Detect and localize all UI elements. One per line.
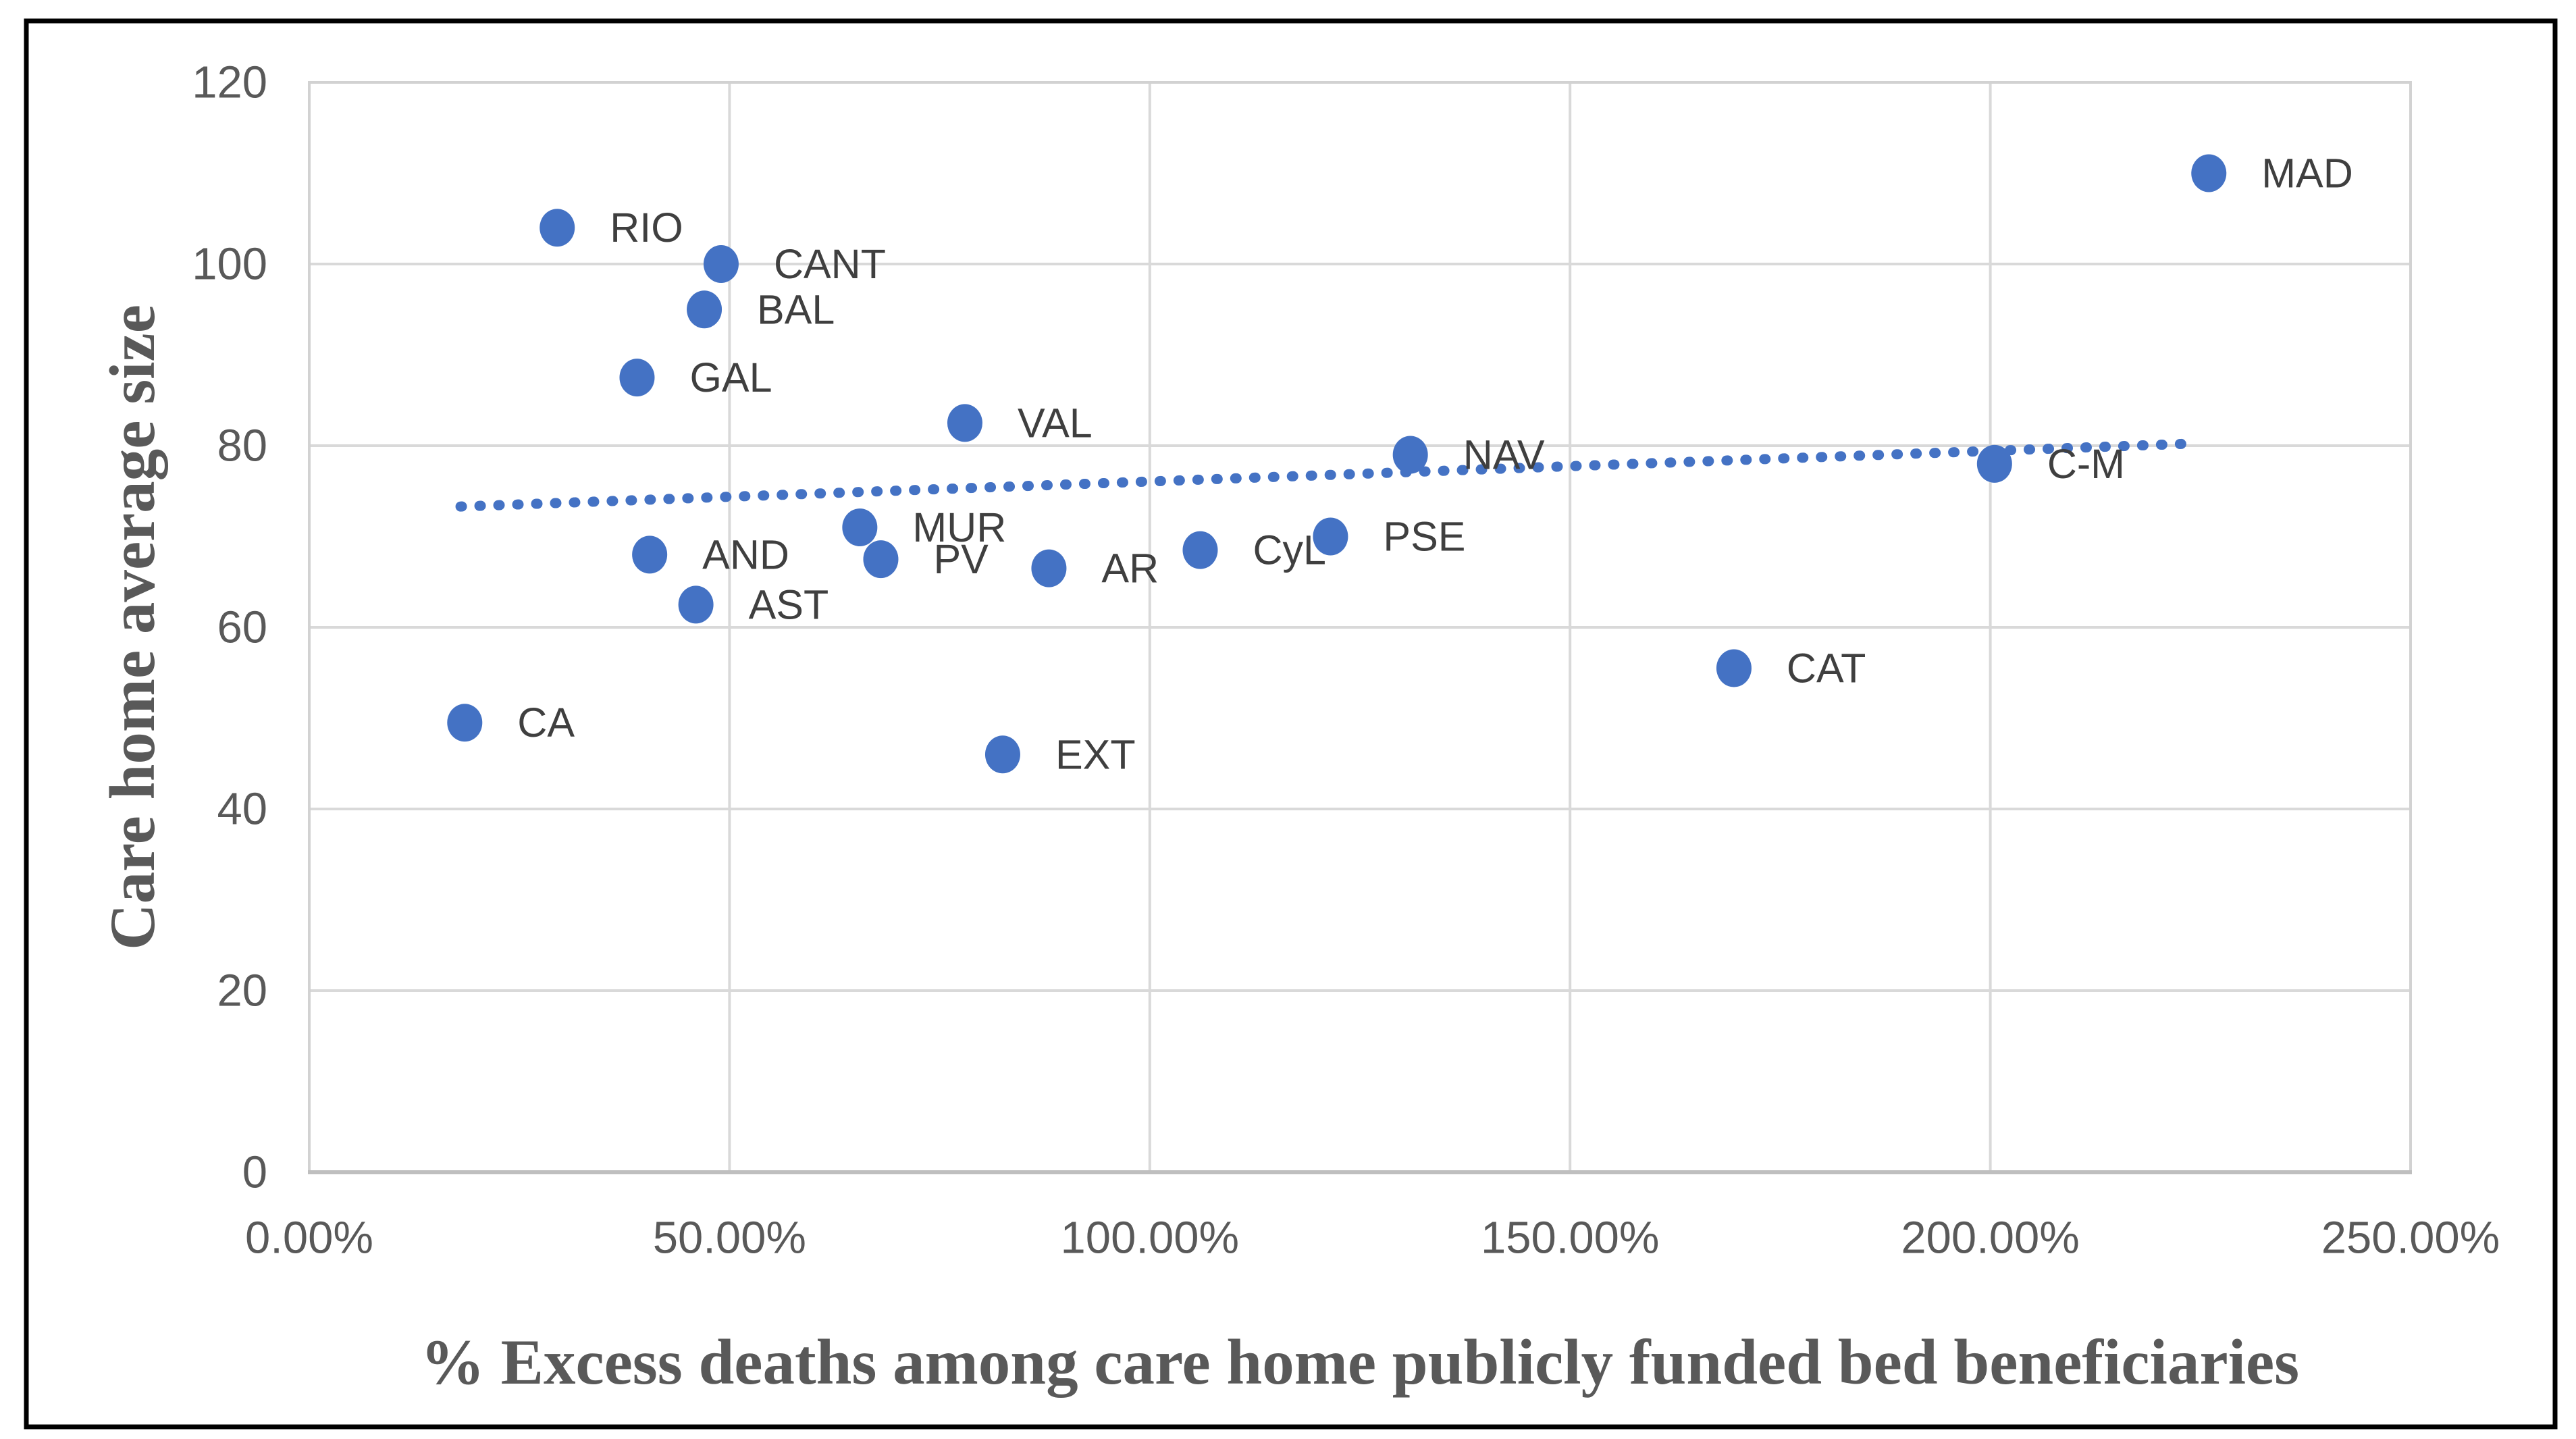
data-point-label: BAL	[757, 286, 835, 332]
y-tick-label: 40	[217, 784, 267, 835]
x-tick-label: 0.00%	[245, 1213, 373, 1263]
data-point-label: RIO	[610, 205, 683, 251]
data-point-label: AND	[702, 531, 789, 577]
x-tick-label: 250.00%	[2321, 1213, 2500, 1263]
y-tick-label: 60	[217, 602, 267, 653]
data-point-label: CA	[517, 700, 575, 745]
data-point-label: VAL	[1018, 400, 1093, 446]
data-point-marker	[678, 585, 714, 624]
data-point-marker	[1031, 549, 1067, 587]
data-point-label: MUR	[912, 504, 1006, 550]
data-point-marker	[1976, 444, 2012, 483]
data-point-label: GAL	[689, 355, 772, 400]
data-points	[447, 154, 2227, 774]
y-tick-label: 0	[242, 1147, 267, 1198]
y-tick-label: 100	[192, 239, 267, 290]
x-tick-label: 200.00%	[1901, 1213, 2080, 1263]
data-point-label: CyL	[1253, 527, 1325, 573]
data-point-marker	[632, 535, 668, 574]
data-point-label: EXT	[1055, 731, 1136, 777]
data-point-marker	[447, 704, 483, 742]
data-point-marker	[1392, 436, 1428, 474]
data-point-marker	[619, 359, 655, 397]
data-point-label: MAD	[2261, 151, 2353, 197]
trendline	[455, 438, 2189, 512]
data-point-label: CANT	[774, 241, 886, 287]
data-point-label: NAV	[1463, 431, 1545, 477]
data-point-label: PV	[933, 536, 989, 582]
data-point-label: PSE	[1383, 514, 1465, 560]
data-point-label: C-M	[2047, 441, 2125, 487]
data-point-label: CAT	[1787, 646, 1866, 691]
data-point-marker	[687, 290, 722, 329]
data-point-marker	[947, 404, 982, 442]
data-point-marker	[2191, 154, 2227, 192]
x-tick-label: 50.00%	[653, 1213, 806, 1263]
data-point-label: AR	[1101, 546, 1159, 592]
y-tick-label: 120	[192, 57, 267, 108]
figure-frame	[24, 18, 2558, 1430]
data-point-marker	[842, 508, 878, 547]
data-point-marker	[984, 735, 1020, 774]
data-point-label: AST	[749, 581, 829, 627]
y-tick-label: 80	[217, 421, 267, 471]
y-tick-label: 20	[217, 966, 267, 1016]
x-tick-label: 150.00%	[1481, 1213, 1660, 1263]
data-point-marker	[540, 209, 575, 247]
x-axis-title: % Excess deaths among care home publicly…	[421, 1326, 2299, 1398]
data-point-marker	[1716, 649, 1752, 687]
y-axis-tick-labels: 0 20 40 60 80 100 120	[192, 57, 267, 1198]
x-axis-tick-labels: 0.00% 50.00% 100.00% 150.00% 200.00% 250.00%	[245, 1213, 2500, 1263]
data-point-marker	[1313, 517, 1348, 556]
data-point-marker	[863, 540, 899, 579]
x-tick-label: 100.00%	[1061, 1213, 1240, 1263]
data-point-marker	[703, 245, 739, 283]
data-point-marker	[1182, 531, 1218, 569]
y-axis-title: Care home average size	[97, 305, 168, 950]
